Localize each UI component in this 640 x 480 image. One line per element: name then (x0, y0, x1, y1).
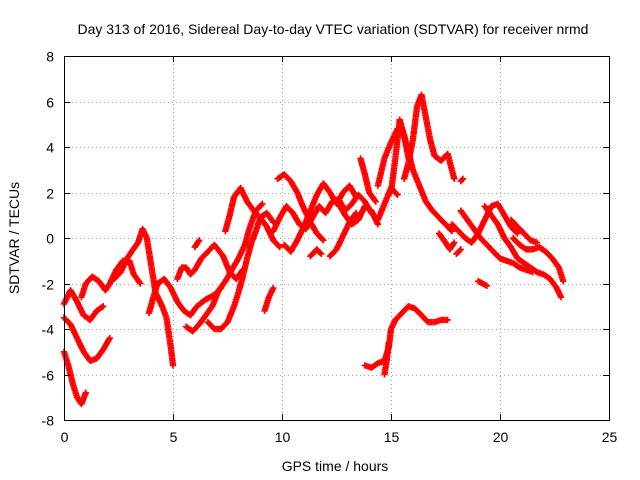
series-arc-x (381, 339, 393, 378)
series-arc-ac (509, 234, 567, 285)
data-point-marker (533, 239, 541, 246)
x-tick-label: 0 (61, 429, 69, 445)
series-arc-k (261, 284, 277, 314)
data-point-marker (276, 243, 284, 251)
data-point-marker (457, 246, 464, 253)
data-point-marker (136, 279, 143, 286)
data-point-marker (385, 339, 393, 346)
data-point-marker (275, 242, 282, 250)
tick-labels: 0 5 10 15 20 25 -8 -6 -4 -2 0 2 4 6 8 (42, 49, 618, 446)
data-point-marker (258, 201, 265, 209)
data-point-marker (320, 237, 327, 244)
x-axis-label: GPS time / hours (282, 458, 389, 474)
series-arc-aa (448, 200, 521, 246)
series-arc-e (110, 225, 177, 369)
series-arc-l (191, 237, 203, 251)
data-point-marker (513, 229, 520, 236)
data-point-marker (100, 303, 107, 310)
data-point-marker (560, 278, 567, 285)
series-arc-p (307, 246, 325, 260)
y-axis-label: SDTVAR / TECUs (6, 182, 22, 294)
data-markers (60, 91, 567, 408)
series-arc-i (204, 214, 284, 333)
series-arc-c (60, 314, 113, 365)
data-point-marker (106, 334, 113, 342)
data-point-marker (521, 245, 529, 252)
data-point-marker (82, 389, 89, 396)
series-arc-y (435, 230, 458, 253)
series-arc-ab (481, 202, 565, 301)
data-point-marker (447, 226, 455, 234)
data-point-marker (352, 193, 360, 201)
series-arc-ad (475, 278, 491, 289)
data-point-marker (456, 247, 463, 254)
series-arc-ag (507, 216, 541, 246)
series-arc-j (222, 184, 277, 235)
y-tick-label: -6 (42, 368, 55, 384)
y-tick-label: 0 (46, 231, 54, 247)
x-tick-label: 10 (275, 429, 291, 445)
x-tick-label: 15 (384, 429, 400, 445)
series-arc-r (326, 209, 360, 260)
data-point-marker (137, 280, 144, 287)
y-tick-label: -4 (42, 322, 55, 338)
data-point-marker (372, 198, 379, 205)
data-point-marker (459, 175, 467, 183)
data-point-marker (195, 237, 203, 244)
data-point-marker (316, 249, 324, 256)
data-point-marker (394, 191, 401, 198)
series-arc-h (182, 200, 266, 335)
data-point-marker (352, 209, 360, 217)
y-tick-label: 2 (46, 186, 54, 202)
series-arc-af (457, 175, 467, 185)
data-point-marker (451, 175, 458, 183)
y-tick-label: -8 (42, 413, 55, 429)
data-point-marker (557, 293, 565, 301)
chart-title: Day 313 of 2016, Sidereal Day-to-day VTE… (78, 21, 589, 37)
data-point-marker (259, 200, 266, 208)
x-tick-label: 20 (493, 429, 509, 445)
data-point-marker (451, 239, 458, 246)
series-arc-v (400, 91, 458, 183)
data-point-marker (393, 190, 400, 197)
series-arc-q (335, 200, 382, 228)
data-point-marker (448, 227, 456, 235)
data-point-marker (458, 176, 466, 184)
data-point-marker (371, 197, 379, 204)
axis-ticks (64, 56, 610, 421)
data-point-marker (319, 235, 326, 243)
y-tick-label: 8 (46, 49, 54, 65)
data-point-marker (269, 217, 276, 224)
series-arc-s (357, 155, 379, 205)
data-point-marker (98, 303, 106, 311)
data-point-marker (444, 316, 451, 324)
y-tick-label: 4 (46, 140, 54, 156)
data-point-marker (169, 362, 177, 369)
series-arc-ae (453, 246, 464, 258)
series-arc-o (274, 171, 327, 244)
series-arc-b (60, 287, 107, 324)
y-tick-label: -2 (42, 277, 55, 293)
series-arc-n (280, 180, 360, 255)
x-tick-label: 5 (170, 429, 178, 445)
x-tick-label: 25 (602, 429, 618, 445)
grid-lines (64, 56, 609, 420)
data-point-marker (270, 284, 277, 292)
series-arc-a (60, 348, 89, 408)
data-point-marker (514, 230, 521, 237)
y-tick-label: 6 (46, 95, 54, 111)
data-point-marker (483, 282, 491, 289)
data-point-marker (374, 221, 382, 228)
data-point-marker (351, 211, 359, 218)
data-point-marker (318, 250, 325, 258)
